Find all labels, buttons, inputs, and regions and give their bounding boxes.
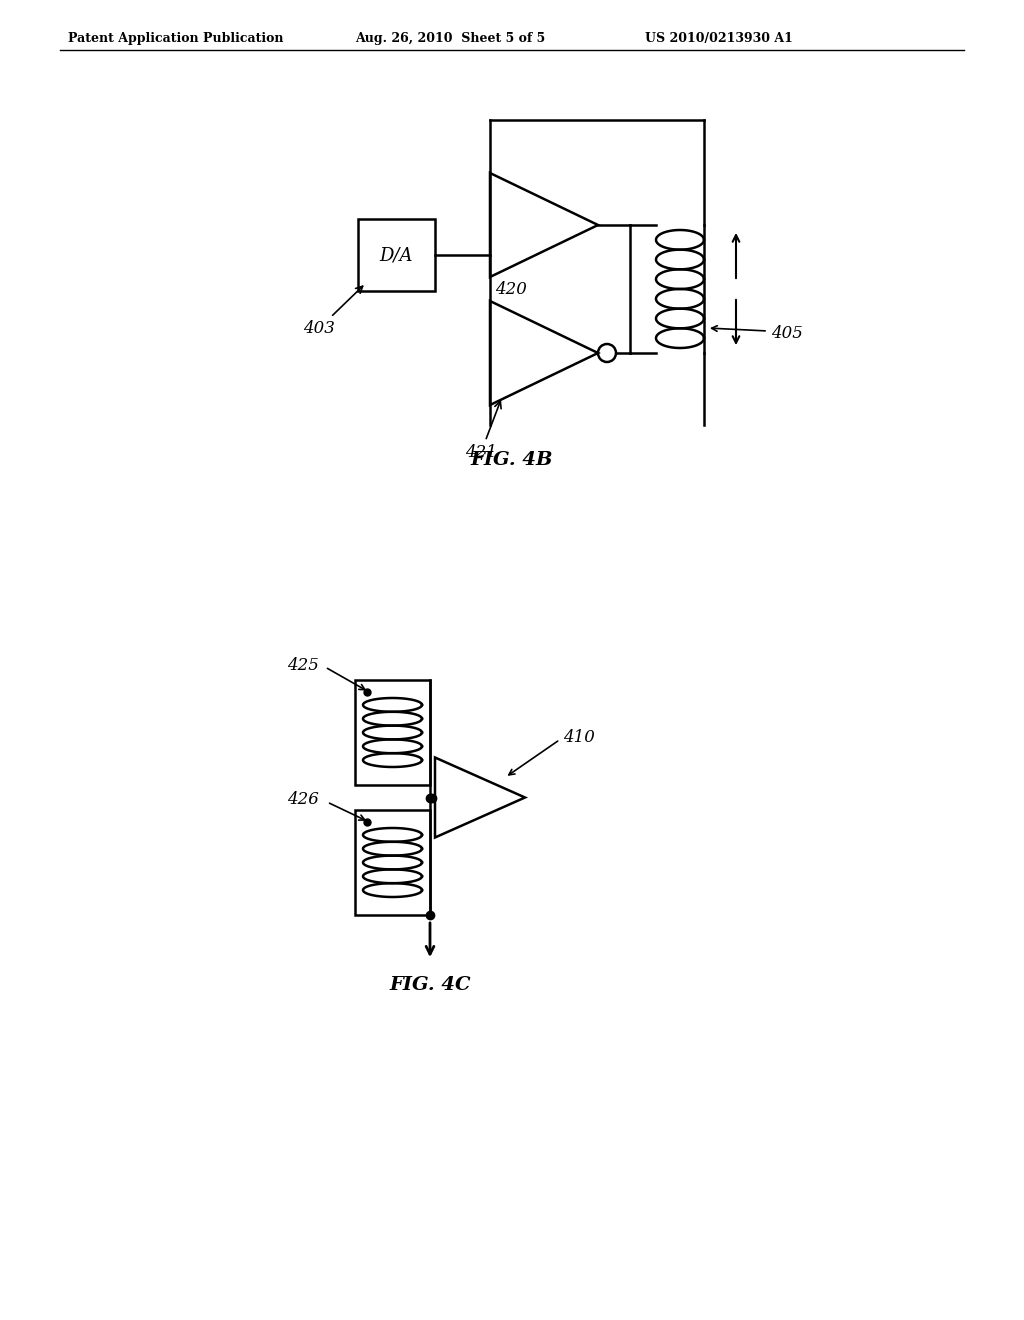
Text: 421: 421 <box>465 401 501 461</box>
Bar <box>358 219 435 290</box>
Text: 420: 420 <box>495 281 527 297</box>
Text: D/A: D/A <box>380 246 414 264</box>
Text: 410: 410 <box>563 729 595 746</box>
Text: Patent Application Publication: Patent Application Publication <box>68 32 284 45</box>
Text: FIG. 4C: FIG. 4C <box>389 975 471 994</box>
Text: 405: 405 <box>771 325 803 342</box>
Bar <box>355 680 430 785</box>
Text: FIG. 4B: FIG. 4B <box>471 451 553 469</box>
Text: 426: 426 <box>287 792 318 808</box>
Bar <box>355 810 430 915</box>
Text: US 2010/0213930 A1: US 2010/0213930 A1 <box>645 32 793 45</box>
Text: Aug. 26, 2010  Sheet 5 of 5: Aug. 26, 2010 Sheet 5 of 5 <box>355 32 545 45</box>
Text: 403: 403 <box>303 286 362 337</box>
Text: 425: 425 <box>287 656 318 673</box>
